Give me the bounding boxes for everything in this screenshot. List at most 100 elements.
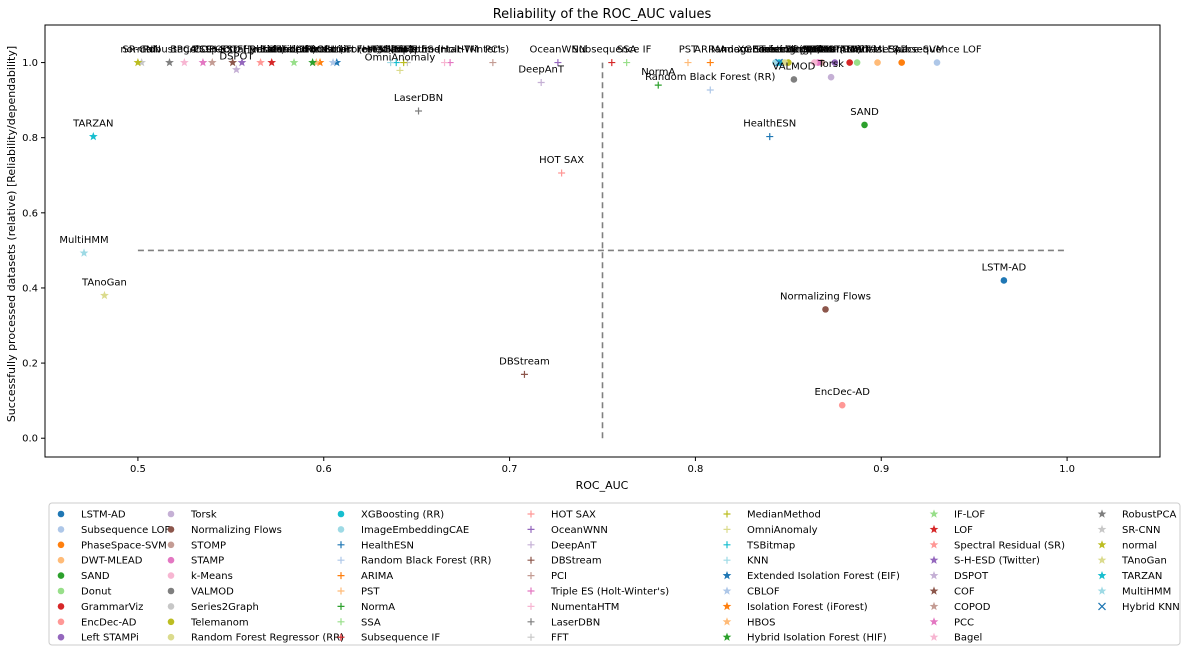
legend-label: Bagel: [954, 633, 982, 644]
point-label-tanogan: TAnoGan: [81, 277, 127, 288]
legend-item-valmod: VALMOD: [167, 587, 234, 598]
point-omnianomaly: [396, 66, 404, 74]
point-cblof: [328, 57, 338, 67]
point-deepant: [537, 78, 545, 86]
legend-marker-xgboosting-rr: [337, 510, 345, 518]
point-label-spectral-residual-sr: Spectral Residual (SR): [205, 45, 316, 56]
point-ssa: [623, 59, 631, 67]
point-lstm-ad: [1000, 277, 1008, 284]
legend-label: MultiHMM: [1122, 587, 1171, 598]
legend-label: OmniAnomaly: [747, 525, 818, 536]
legend-item-lstm-ad: LSTM-AD: [57, 510, 126, 521]
legend-item-tarzan: TARZAN: [1097, 571, 1162, 582]
legend-item-knn: KNN: [723, 556, 769, 567]
legend-marker-cof: [929, 586, 939, 595]
point-label-tsbitmap: TSBitmap: [371, 45, 420, 56]
legend-marker-k-means: [167, 572, 175, 579]
point-grammarviz: [846, 59, 853, 66]
point-encdec-ad: [838, 401, 846, 409]
legend-marker-dbstream: [527, 556, 535, 564]
point-label-grammarviz: GrammarViz: [818, 45, 880, 56]
legend-label: Spectral Residual (SR): [954, 540, 1065, 551]
point-label-fft: FFT: [399, 45, 417, 56]
legend-item-oceanwnn: OceanWNN: [527, 525, 608, 536]
legend-item-copod: COPOD: [929, 601, 991, 613]
legend-label: LSTM-AD: [81, 510, 126, 521]
point-sr-cnn: [137, 57, 147, 67]
legend-item-deepant: DeepAnT: [527, 540, 598, 551]
legend-label: Extended Isolation Forest (EIF): [747, 571, 900, 582]
y-tick-label: 0.4: [22, 283, 38, 294]
legend-item-hybrid-knn: Hybrid KNN: [1098, 602, 1180, 613]
legend-item-tanogan: TAnoGan: [1097, 555, 1167, 567]
point-hbos: [311, 57, 321, 67]
legend-label: CBLOF: [747, 587, 780, 598]
point-label-subsequence-if: Subsequence IF: [572, 45, 651, 56]
legend-marker-hybrid-isolation-forest-hif: [722, 632, 732, 641]
point-label-copod: COPOD: [194, 45, 231, 56]
point-tarzan: [88, 131, 98, 141]
legend-item-encdec-ad: EncDec-AD: [57, 617, 137, 628]
point-label-k-means: k-Means: [793, 45, 835, 56]
legend-label: DWT-MLEAD: [81, 556, 143, 567]
x-tick-label: 0.7: [502, 464, 518, 475]
legend-marker-grammarviz: [57, 603, 65, 610]
point-medianmethod: [400, 59, 408, 67]
legend-item-phasespace-svm: PhaseSpace-SVM: [57, 540, 167, 551]
legend-item-fft: FFT: [527, 633, 569, 644]
legend-item-hybrid-isolation-forest-hif: Hybrid Isolation Forest (HIF): [722, 632, 887, 644]
legend-item-triple-es-holt-winter-s: Triple ES (Holt-Winter's): [527, 587, 669, 598]
y-tick-label: 0.8: [22, 133, 38, 144]
point-label-multihmm: MultiHMM: [59, 235, 108, 246]
legend-item-grammarviz: GrammarViz: [57, 602, 143, 613]
point-label-deepant: DeepAnT: [518, 64, 565, 75]
legend-label: TAnoGan: [1121, 556, 1167, 567]
point-robustpca: [165, 57, 174, 67]
point-bagel: [180, 57, 189, 67]
legend-label: MedianMethod: [747, 510, 821, 521]
legend-item-hot-sax: HOT SAX: [527, 510, 596, 521]
x-tick-label: 1.0: [1059, 464, 1075, 475]
legend-label: DBStream: [551, 556, 602, 567]
legend-item-random-black-forest-rr: Random Black Forest (RR): [337, 556, 491, 567]
point-label-random-black-forest-rr: Random Black Forest (RR): [645, 72, 775, 83]
legend-label: FFT: [551, 633, 569, 644]
point-extended-isolation-forest-eif: [332, 57, 342, 67]
legend-label: COF: [954, 587, 975, 598]
point-numentahtm: [441, 59, 449, 67]
legend-item-sr-cnn: SR-CNN: [1097, 524, 1160, 536]
legend-label: SSA: [361, 617, 381, 628]
legend-marker-sr-cnn: [1097, 524, 1107, 534]
legend-item-dbstream: DBStream: [527, 556, 602, 567]
point-label-tarzan: TARZAN: [72, 119, 113, 130]
point-label-medianmethod: MedianMethod: [367, 45, 441, 56]
legend-marker-valmod: [167, 587, 175, 595]
point-dspot: [232, 65, 241, 74]
legend-label: Left STAMPi: [81, 633, 139, 644]
point-random-black-forest-rr: [706, 86, 714, 94]
legend-item-telemanom: Telemanom: [167, 617, 249, 628]
point-label-ssa: SSA: [617, 45, 637, 56]
legend-marker-omnianomaly: [723, 525, 731, 533]
point-left-stampi: [831, 59, 839, 66]
legend-label: TSBitmap: [746, 540, 795, 551]
legend-label: Telemanom: [190, 617, 249, 628]
point-copod: [207, 57, 217, 67]
point-label-healthesn: HealthESN: [743, 119, 796, 130]
point-label-if-lof: IF-LOF: [278, 45, 309, 56]
point-label-dspot: DSPOT: [219, 52, 254, 63]
legend-item-robustpca: RobustPCA: [1097, 509, 1176, 521]
legend-box: [48, 502, 1181, 646]
point-label-encdec-ad: EncDec-AD: [815, 387, 871, 398]
legend-marker-oceanwnn: [527, 525, 535, 533]
point-arima: [706, 59, 714, 67]
legend-marker-isolation-forest-iforest: [722, 601, 732, 611]
point-oceanwnn: [554, 59, 562, 67]
point-cof: [228, 57, 238, 67]
legend-item-left-stampi: Left STAMPi: [57, 633, 139, 644]
point-hot-sax: [558, 169, 566, 177]
chart-title: Reliability of the ROC_AUC values: [493, 7, 712, 22]
point-label-sr-cnn: SR-CNN: [122, 45, 160, 56]
legend-marker-subsequence-if: [337, 633, 345, 641]
